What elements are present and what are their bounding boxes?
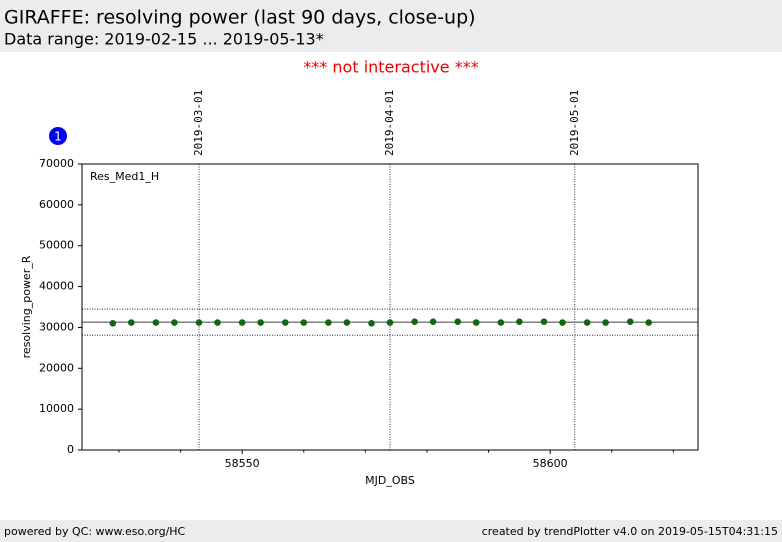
point — [343, 319, 351, 326]
date-marker-label: 2019-05-01 — [568, 90, 581, 156]
point — [257, 319, 264, 326]
badge: 1 — [54, 130, 62, 144]
footer-left: powered by QC: www.eso.org/HC — [4, 525, 186, 538]
point — [626, 318, 634, 326]
point — [583, 319, 591, 326]
x-axis-label: MJD_OBS — [365, 474, 415, 487]
point — [386, 319, 394, 326]
y-tick-label: 0 — [67, 443, 74, 456]
point — [238, 319, 246, 326]
title: GIRAFFE: resolving power (last 90 days, … — [4, 7, 476, 29]
y-tick-label: 10000 — [39, 402, 74, 415]
y-tick-label: 30000 — [39, 320, 74, 333]
plot-frame — [81, 163, 699, 451]
y-tick-label: 60000 — [39, 198, 74, 211]
y-tick-label: 20000 — [39, 361, 74, 374]
point — [368, 320, 375, 327]
point — [411, 318, 418, 326]
date-marker-label: 2019-04-01 — [383, 90, 396, 156]
annotation: Res_Med1_H — [90, 170, 159, 183]
footer-right: created by trendPlotter v4.0 on 2019-05-… — [482, 525, 778, 538]
point — [300, 319, 308, 326]
point — [559, 319, 566, 326]
point — [281, 319, 289, 326]
point — [195, 319, 203, 326]
point — [602, 319, 609, 326]
subtitle: Data range: 2019-02-15 ... 2019-05-13* — [4, 30, 324, 49]
x-tick-label: 58600 — [533, 457, 568, 470]
point — [429, 318, 437, 326]
x-tick-label: 58550 — [225, 457, 260, 470]
point — [214, 319, 221, 326]
y-tick-label: 70000 — [39, 157, 74, 170]
point — [325, 319, 332, 326]
y-axis-label: resolving_power_R — [20, 255, 33, 358]
point — [540, 318, 548, 326]
point — [127, 319, 135, 326]
point — [472, 319, 480, 326]
header-band — [0, 0, 782, 52]
badge-circle — [49, 127, 67, 145]
footer-band — [0, 520, 782, 542]
point — [516, 318, 523, 326]
point — [109, 320, 117, 327]
notice: *** not interactive *** — [303, 58, 478, 77]
point — [152, 319, 160, 326]
date-marker-label: 2019-03-01 — [192, 90, 205, 156]
point — [454, 318, 462, 326]
point — [497, 319, 505, 326]
point — [645, 319, 653, 326]
y-tick-label: 40000 — [39, 280, 74, 293]
y-tick-label: 50000 — [39, 239, 74, 252]
point — [171, 319, 178, 326]
